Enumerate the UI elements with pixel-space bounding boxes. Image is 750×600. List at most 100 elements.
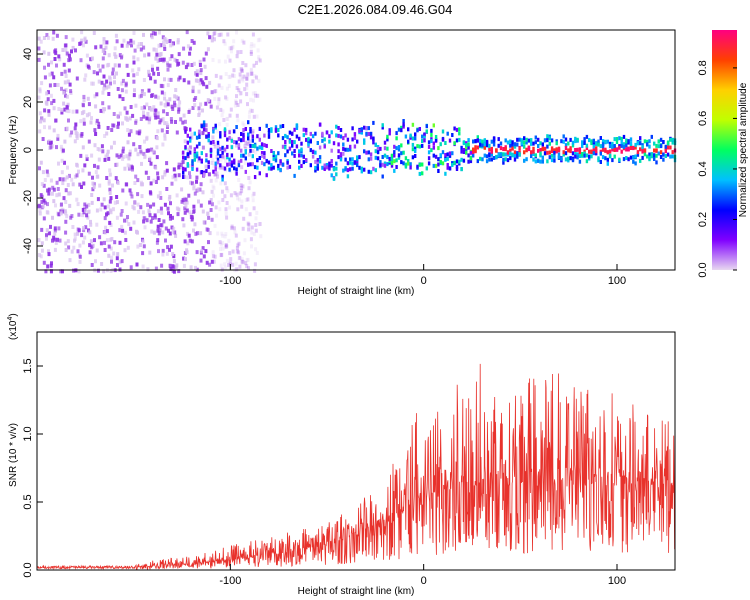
spectrogram-cell: [107, 84, 111, 89]
spectrogram-cell: [548, 150, 551, 155]
spectrogram-cell: [71, 109, 75, 114]
spectrogram-cell: [664, 144, 667, 149]
spectrogram-cell: [53, 57, 57, 61]
spectrogram-cell: [249, 143, 252, 148]
spectrogram-cell: [228, 130, 231, 135]
spectrogram-cell: [250, 42, 254, 46]
spectrogram-cell: [328, 134, 331, 139]
spectrogram-cell: [474, 148, 477, 153]
spectrogram-cell: [102, 37, 106, 42]
spectrogram-cell: [353, 160, 357, 165]
spectrogram-cell: [121, 228, 125, 233]
spectrogram-cell: [195, 175, 199, 180]
spectrogram-cell: [639, 141, 642, 146]
spectrogram-cell: [49, 263, 53, 268]
spectrogram-cell: [208, 231, 212, 236]
spectrogram-cell: [490, 157, 493, 162]
spectrogram-cell: [219, 242, 223, 247]
spectrogram-cell: [57, 212, 61, 217]
spectrogram-cell: [64, 47, 68, 52]
spectrogram-cell: [187, 193, 191, 198]
spectrogram-cell: [239, 50, 243, 54]
spectrogram-cell: [184, 156, 187, 161]
spectrogram-cell: [342, 168, 345, 173]
spectrogram-cell: [216, 231, 220, 236]
spectrogram-cell: [214, 167, 217, 172]
spectrogram-cell: [460, 149, 463, 154]
spectrogram-cell: [63, 160, 66, 165]
spectrogram-cell: [132, 73, 136, 78]
spectrogram-cell: [125, 218, 129, 223]
spectrogram-cell: [588, 138, 591, 143]
spectrogram-cell: [89, 120, 93, 125]
spectrogram-cell: [247, 120, 250, 125]
spectrogram-cell: [465, 150, 468, 155]
spectrogram-cell: [374, 168, 377, 173]
spectrogram-cell: [404, 162, 408, 167]
spectrogram-cell: [434, 137, 438, 142]
spectrogram-cell: [92, 184, 96, 189]
spectrogram-cell: [90, 193, 94, 197]
spectrogram-cell: [87, 102, 91, 107]
spectrogram-cell: [332, 176, 336, 181]
spectrogram-cell: [293, 127, 296, 132]
spectrogram-cell: [248, 212, 252, 217]
spectrogram-cell: [75, 136, 79, 140]
spectrogram-cell: [518, 146, 521, 150]
spectrogram-cell: [446, 165, 449, 170]
spectrogram-cell: [240, 204, 244, 209]
spectrogram-cell: [181, 217, 185, 222]
spectrogram-cell: [176, 40, 180, 45]
spectrogram-cell: [171, 230, 175, 235]
spectrogram-cell: [247, 152, 251, 157]
spectrogram-cell: [316, 166, 319, 171]
spectrogram-cell: [202, 57, 206, 62]
spectrogram-cell: [451, 133, 454, 137]
spectrogram-cell: [224, 207, 228, 212]
spectrogram-cell: [167, 197, 171, 201]
spectrogram-cell: [62, 209, 66, 214]
spectrogram-cell: [221, 198, 225, 202]
spectrogram-cell: [653, 148, 656, 153]
spectrogram-cell: [83, 77, 87, 82]
spectrogram-cell: [152, 105, 156, 110]
spectrogram-cell: [258, 156, 261, 160]
spectrogram-cell: [93, 163, 96, 168]
spectrogram-cell: [365, 150, 368, 155]
spectrogram-cell: [37, 46, 41, 51]
x-tick-label: 100: [608, 575, 626, 587]
spectrogram-cell: [240, 153, 243, 158]
spectrogram-cell: [237, 137, 241, 142]
spectrogram-cell: [176, 38, 180, 43]
spectrogram-cell: [636, 152, 640, 157]
spectrogram-cell: [71, 182, 75, 187]
spectrogram-cell: [564, 143, 568, 148]
spectrogram-cell: [132, 206, 136, 211]
spectrogram-cell: [286, 160, 289, 165]
spectrogram-cell: [83, 163, 87, 168]
spectrogram-cell: [226, 117, 230, 121]
spectrogram-cell: [211, 135, 215, 140]
spectrogram-cell: [156, 59, 160, 63]
spectrogram-cell: [274, 158, 278, 163]
spectrogram-cell: [284, 145, 287, 150]
spectrogram-cell: [270, 128, 273, 133]
spectrogram-cell: [214, 205, 218, 210]
spectrogram-cell: [476, 159, 479, 164]
spectrogram-cell: [64, 188, 68, 193]
spectrogram-cell: [571, 158, 575, 163]
spectrogram-cell: [557, 154, 561, 159]
spectrogram-cell: [177, 173, 181, 178]
spectrogram-cell: [78, 243, 82, 248]
spectrogram-cell: [181, 198, 185, 203]
spectrogram-cell: [455, 127, 459, 132]
spectrogram-cell: [332, 141, 336, 146]
spectrogram-cell: [237, 143, 241, 147]
spectrogram-cell: [485, 159, 489, 164]
spectrogram-cell: [376, 156, 380, 161]
spectrogram-cell: [249, 44, 253, 49]
spectrogram-cell: [671, 154, 674, 159]
spectrogram-cell: [211, 184, 215, 189]
spectrogram-cell: [244, 198, 248, 202]
spectrogram-cell: [367, 126, 370, 131]
